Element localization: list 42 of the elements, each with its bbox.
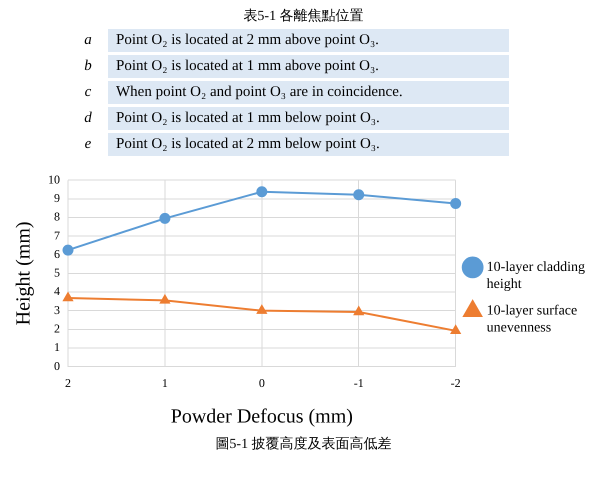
y-axis-title: Height (mm) (12, 221, 34, 326)
text: e (84, 135, 92, 154)
text: When point O₂ and point O₃ are in coincidence. (108, 81, 509, 104)
point (450, 325, 461, 334)
point (160, 294, 170, 304)
y-tick-label: 2 (54, 321, 60, 336)
y-tick-label: 5 (54, 266, 60, 280)
legend-label: 10-layer surface unevenness (486, 304, 578, 336)
text: Point O₂ is located at 1 mm above point O₃. (108, 55, 509, 78)
x-tick-label: -1 (354, 376, 364, 390)
point (62, 244, 74, 256)
text: d (83, 109, 93, 128)
y-tick-label: 1 (54, 340, 60, 354)
legend-label: 10-layer cladding height (486, 260, 586, 292)
x-tick-label: 0 (258, 376, 265, 390)
point (63, 292, 73, 302)
y-tick-label: 4 (54, 284, 60, 298)
x-tick-label: 1 (162, 376, 168, 390)
point (256, 186, 268, 198)
text: b (83, 57, 93, 76)
text: Point O₂ is located at 1 mm below point O₃. (108, 107, 509, 130)
text: c (84, 83, 92, 102)
point (450, 198, 462, 209)
caption: 圖5-1 披覆高度及表面高低差 (214, 435, 393, 453)
y-tick-label: 10 (48, 172, 60, 186)
point (159, 212, 170, 224)
point (256, 305, 267, 314)
x-axis-title: Powder Defocus (mm) (170, 405, 353, 428)
y-tick-label: 0 (54, 358, 60, 373)
point (354, 306, 364, 316)
y-tick-label: 3 (54, 302, 60, 317)
x-tick-label: -2 (450, 376, 461, 390)
y-tick-label: 9 (54, 190, 60, 205)
y-tick-label: 7 (54, 228, 60, 242)
y-tick-label: 6 (54, 246, 60, 261)
text: 表5-1 各離焦點位置 (242, 8, 365, 26)
text: Point O₂ is located at 2 mm below point O₃. (108, 133, 509, 156)
text: a (83, 31, 93, 50)
text: Point O₂ is located at 2 mm above point O₃. (108, 29, 509, 52)
point (353, 189, 364, 200)
x-tick-label: 2 (65, 376, 71, 390)
y-tick-label: 8 (54, 210, 60, 224)
